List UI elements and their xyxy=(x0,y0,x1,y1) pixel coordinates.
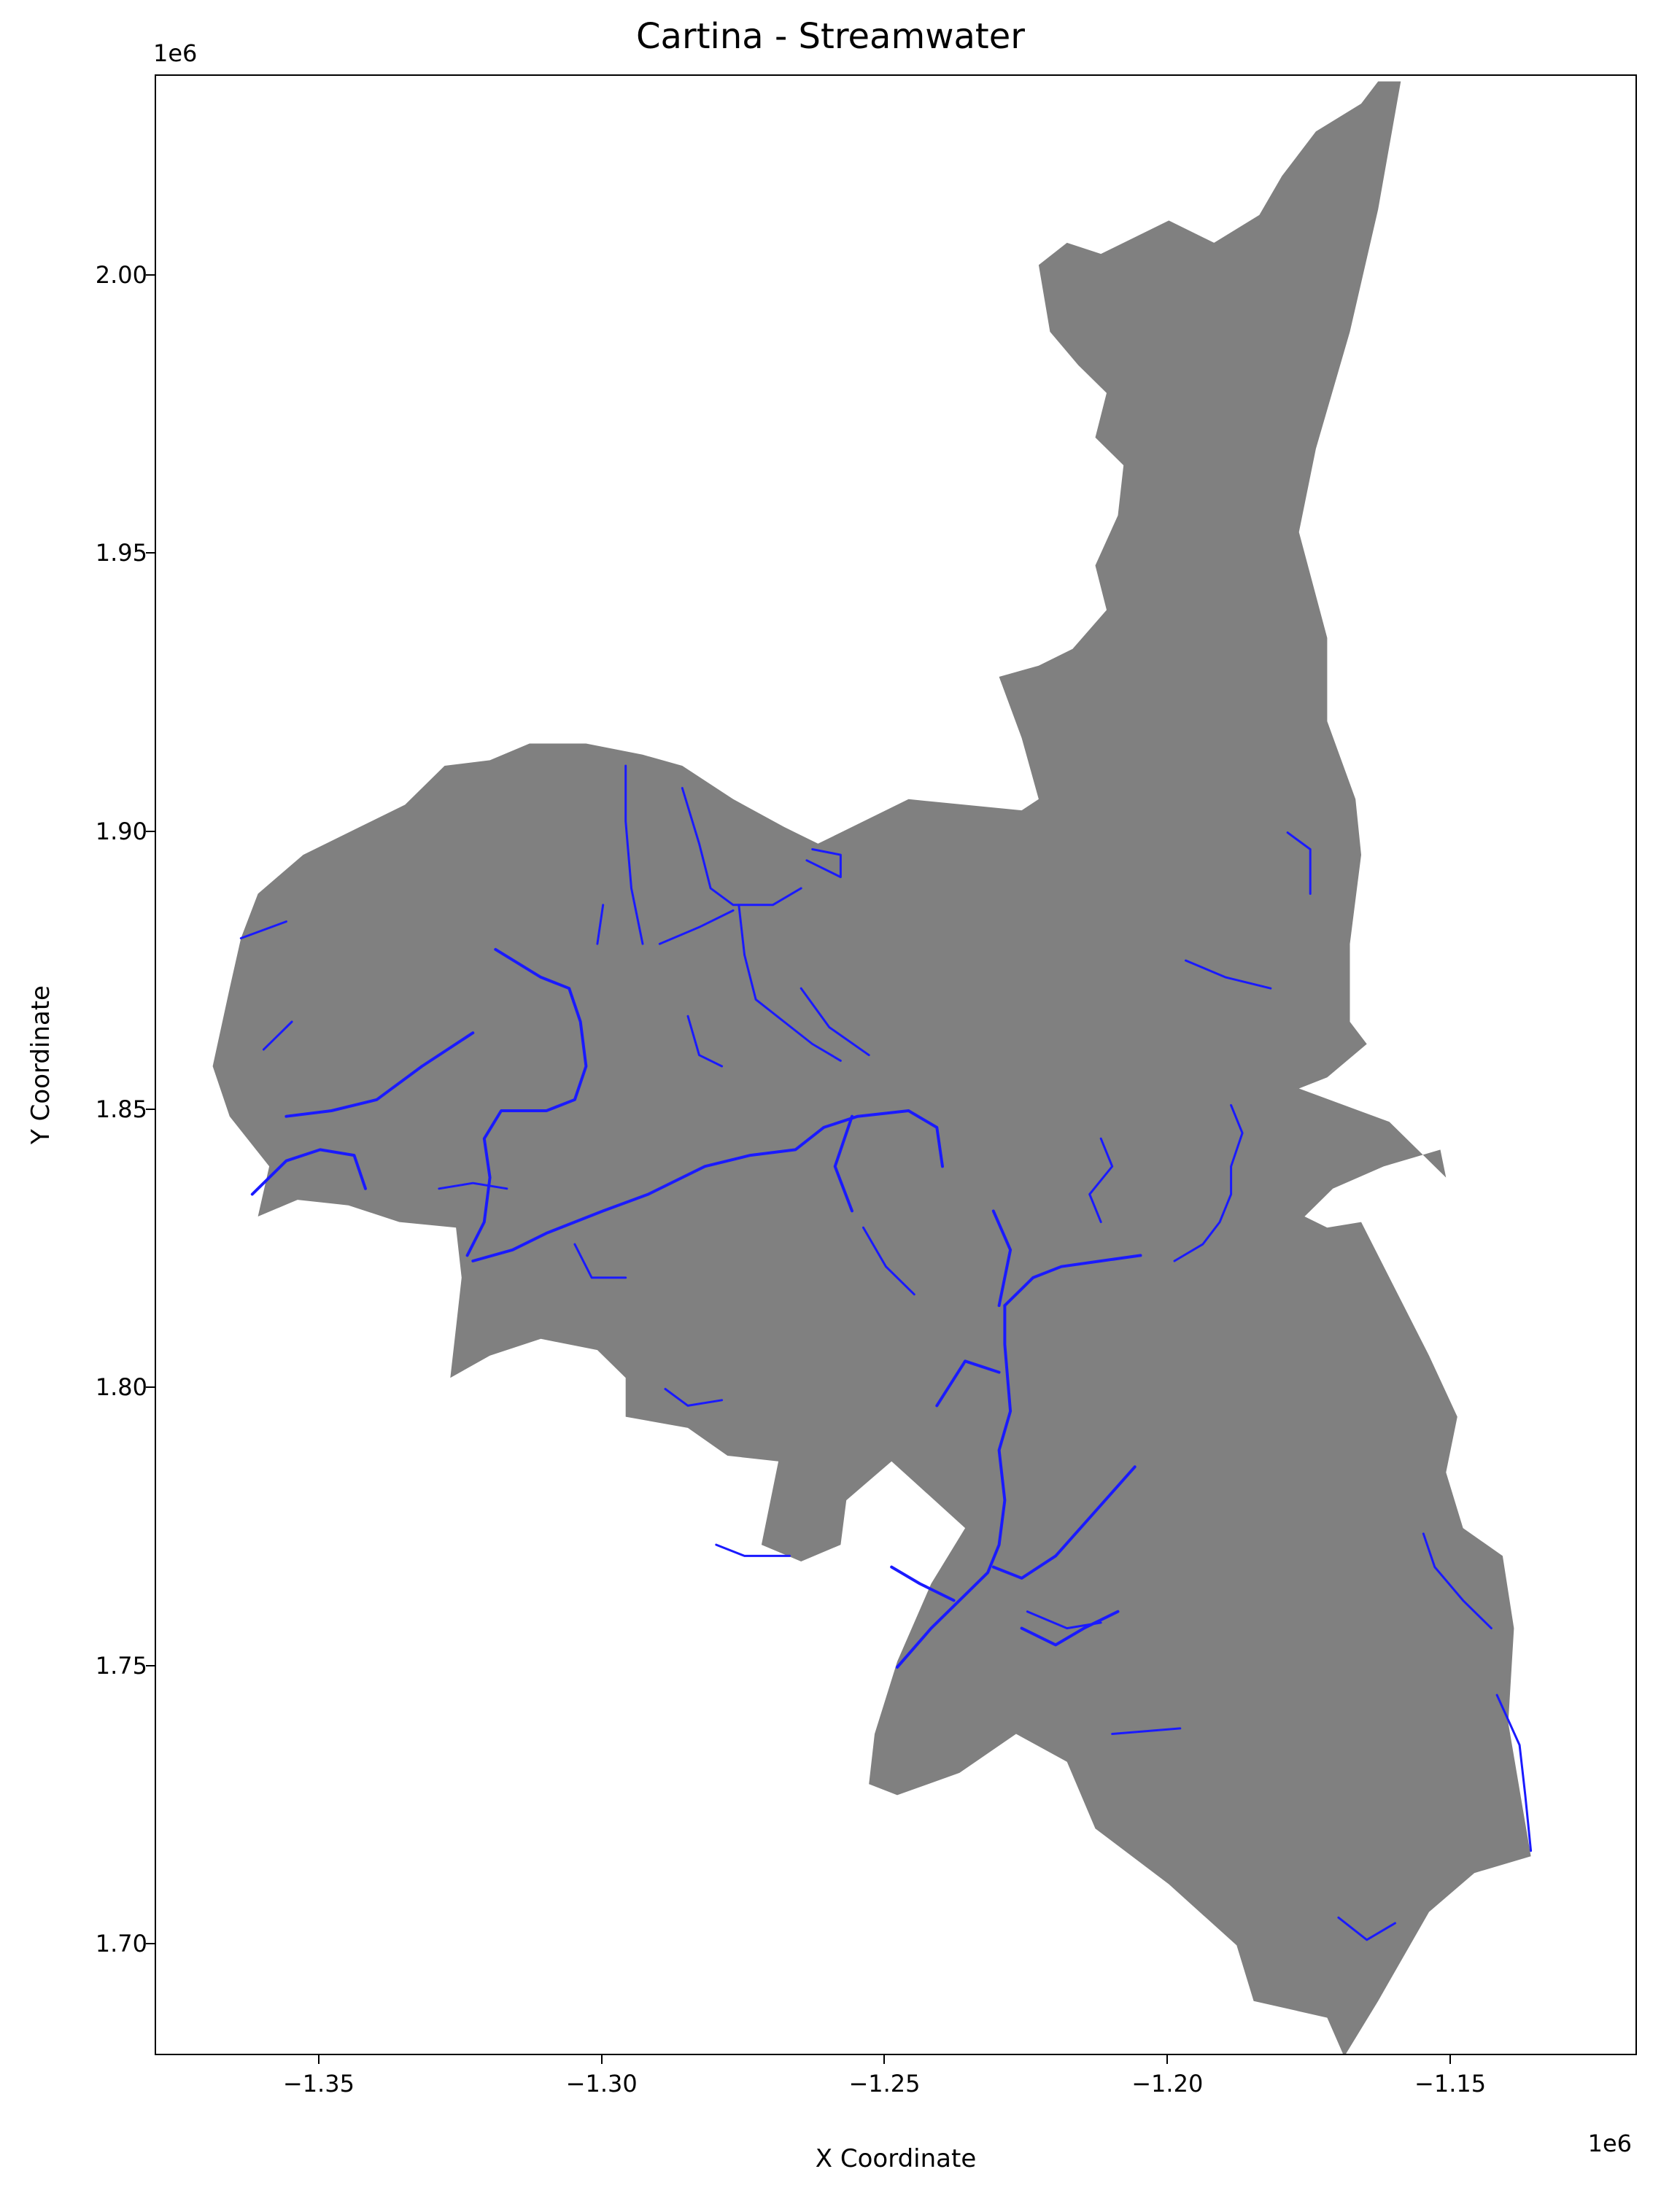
y-tick-label: 1.70 xyxy=(95,1930,147,1958)
x-tick-mark xyxy=(600,2055,603,2064)
y-tick-label: 1.85 xyxy=(95,1095,147,1124)
stream-line xyxy=(890,1565,956,1602)
x-axis-label: X Coordinate xyxy=(815,2144,977,2173)
y-tick-mark xyxy=(146,273,155,276)
y-tick-label: 1.90 xyxy=(95,817,147,845)
y-tick-label: 1.75 xyxy=(95,1651,147,1680)
stream-line xyxy=(681,787,802,907)
stream-line xyxy=(1088,1137,1114,1224)
x-axis-offset-label: 1e6 xyxy=(1587,2130,1632,2157)
stream-line xyxy=(991,1209,1013,1308)
region-land-area xyxy=(212,81,1531,2054)
y-tick-mark xyxy=(146,830,155,832)
stream-line xyxy=(935,1359,1001,1408)
x-tick-label: −1.15 xyxy=(1414,2070,1487,2097)
stream-line xyxy=(239,920,287,939)
stream-line xyxy=(991,1465,1137,1580)
y-tick-mark xyxy=(146,1109,155,1111)
stream-line xyxy=(471,1109,944,1262)
x-tick-label: −1.35 xyxy=(282,2070,355,2097)
stream-line xyxy=(1286,831,1312,895)
y-tick-label: 2.00 xyxy=(95,260,147,289)
stream-line xyxy=(664,1388,724,1407)
plot-area xyxy=(155,74,1637,2055)
x-tick-label: −1.30 xyxy=(565,2070,638,2097)
x-tick-label: −1.20 xyxy=(1131,2070,1204,2097)
y-tick-mark xyxy=(146,1943,155,1945)
y-tick-mark xyxy=(146,552,155,554)
stream-line xyxy=(596,904,605,945)
stream-line xyxy=(1111,1727,1182,1735)
y-tick-label: 1.95 xyxy=(95,539,147,567)
stream-line xyxy=(1337,1916,1396,1941)
stream-line xyxy=(1185,959,1272,990)
stream-line xyxy=(896,1304,1013,1669)
y-tick-mark xyxy=(146,1664,155,1666)
stream-line xyxy=(438,1181,508,1190)
y-tick-label: 1.80 xyxy=(95,1373,147,1402)
stream-line xyxy=(1422,1532,1492,1630)
stream-line xyxy=(1495,1693,1533,1852)
stream-line xyxy=(624,764,644,945)
x-tick-mark xyxy=(1449,2055,1452,2064)
y-axis-offset-label: 1e6 xyxy=(153,39,198,67)
stream-line xyxy=(833,1114,853,1213)
stream-line xyxy=(737,904,842,1062)
stream-line xyxy=(658,909,735,945)
map-canvas xyxy=(212,81,1533,2054)
x-tick-mark xyxy=(317,2055,320,2064)
stream-line xyxy=(862,1226,915,1296)
x-tick-mark xyxy=(1166,2055,1169,2064)
stream-line xyxy=(1026,1610,1102,1630)
stream-line xyxy=(686,1014,724,1068)
map-title: Cartina - Streamwater xyxy=(636,16,1025,57)
y-tick-mark xyxy=(146,1386,155,1389)
stream-line xyxy=(799,987,870,1057)
stream-line xyxy=(1020,1610,1120,1647)
stream-line xyxy=(805,848,842,879)
stream-line xyxy=(262,1020,293,1051)
stream-line xyxy=(1173,1103,1244,1262)
y-axis-label: Y Coordinate xyxy=(26,985,55,1144)
x-tick-mark xyxy=(883,2055,886,2064)
stream-line xyxy=(573,1243,627,1279)
x-tick-label: −1.25 xyxy=(848,2070,921,2097)
stream-line xyxy=(284,1031,475,1118)
stream-line xyxy=(250,1148,367,1196)
stream-line xyxy=(1003,1254,1142,1308)
stream-line xyxy=(715,1543,791,1557)
